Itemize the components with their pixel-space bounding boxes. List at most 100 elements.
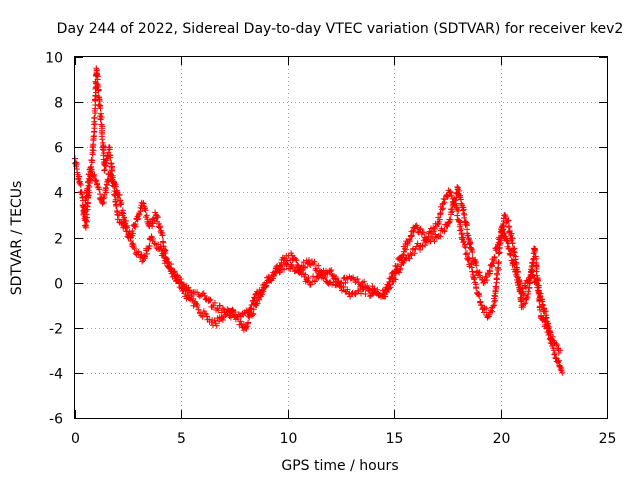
data-point	[130, 230, 137, 237]
data-point	[387, 284, 394, 291]
data-point	[386, 285, 393, 292]
data-point	[194, 302, 201, 309]
data-point	[447, 216, 454, 223]
data-point	[535, 287, 542, 294]
data-point	[151, 240, 158, 247]
data-point	[555, 358, 562, 365]
data-point	[401, 245, 408, 252]
data-point	[457, 194, 464, 201]
data-point	[417, 246, 424, 253]
data-points	[71, 65, 566, 376]
data-point	[437, 233, 444, 240]
data-point	[92, 105, 99, 112]
data-point	[522, 300, 529, 307]
data-point	[135, 248, 142, 255]
data-point	[225, 307, 232, 314]
y-tick-label: 0	[54, 277, 63, 293]
data-point	[113, 202, 120, 209]
data-point	[466, 255, 473, 262]
data-point	[486, 270, 493, 277]
data-point	[409, 232, 416, 239]
data-point	[287, 261, 294, 268]
data-point	[340, 275, 347, 282]
y-tick-label: 6	[54, 141, 63, 157]
data-point	[533, 280, 540, 287]
data-point	[253, 301, 260, 308]
data-point	[451, 201, 458, 208]
data-point	[371, 285, 378, 292]
data-point	[100, 199, 107, 206]
data-point	[406, 238, 413, 245]
data-point	[511, 261, 518, 268]
data-point	[473, 285, 480, 292]
data-point	[99, 200, 106, 207]
data-point	[327, 268, 334, 275]
data-point	[520, 304, 527, 311]
data-point	[511, 268, 518, 275]
data-point	[501, 211, 508, 218]
data-point	[197, 309, 204, 316]
x-tick-label: 0	[71, 431, 80, 447]
data-point	[78, 191, 85, 198]
data-point	[400, 260, 407, 267]
data-point	[224, 306, 231, 313]
data-point	[454, 212, 461, 219]
data-point	[143, 212, 150, 219]
data-point	[102, 185, 109, 192]
data-point	[153, 244, 160, 251]
data-point	[211, 317, 218, 324]
data-point	[145, 245, 152, 252]
data-point	[153, 212, 160, 219]
data-point	[469, 249, 476, 256]
data-point	[277, 268, 284, 275]
data-point	[458, 226, 465, 233]
data-point	[460, 238, 467, 245]
data-point	[396, 269, 403, 276]
data-point	[441, 227, 448, 234]
data-point	[374, 286, 381, 293]
data-point	[495, 259, 502, 266]
data-point	[478, 302, 485, 309]
data-point	[501, 230, 508, 237]
data-point	[161, 254, 168, 261]
data-point	[408, 252, 415, 259]
data-point	[206, 297, 213, 304]
data-point	[483, 277, 490, 284]
data-point	[200, 290, 207, 297]
data-point	[437, 210, 444, 217]
data-point	[520, 290, 527, 297]
data-point	[96, 94, 103, 101]
data-point	[354, 276, 361, 283]
y-tick-label: 10	[45, 51, 63, 67]
data-point	[449, 208, 456, 215]
data-point	[520, 296, 527, 303]
data-point	[495, 264, 502, 271]
data-point	[83, 193, 90, 200]
data-point	[411, 250, 418, 257]
data-point	[99, 130, 106, 137]
data-point	[506, 223, 513, 230]
data-point	[143, 250, 150, 257]
plot-frame	[74, 56, 608, 419]
data-point	[460, 206, 467, 213]
data-point	[311, 258, 318, 265]
data-point	[492, 283, 499, 290]
data-point	[97, 105, 104, 112]
data-point	[396, 266, 403, 273]
data-point	[85, 179, 92, 186]
data-point	[201, 310, 208, 317]
data-point	[193, 300, 200, 307]
data-point	[519, 285, 526, 292]
data-point	[91, 125, 98, 132]
data-point	[456, 187, 463, 194]
data-point	[194, 289, 201, 296]
y-tick-label: -4	[49, 367, 63, 383]
y-tick-label: 4	[54, 186, 63, 202]
data-point	[112, 183, 119, 190]
data-point	[384, 289, 391, 296]
data-point	[77, 181, 84, 188]
data-point	[107, 154, 114, 161]
data-point	[134, 215, 141, 222]
data-point	[250, 306, 257, 313]
data-point	[243, 324, 250, 331]
